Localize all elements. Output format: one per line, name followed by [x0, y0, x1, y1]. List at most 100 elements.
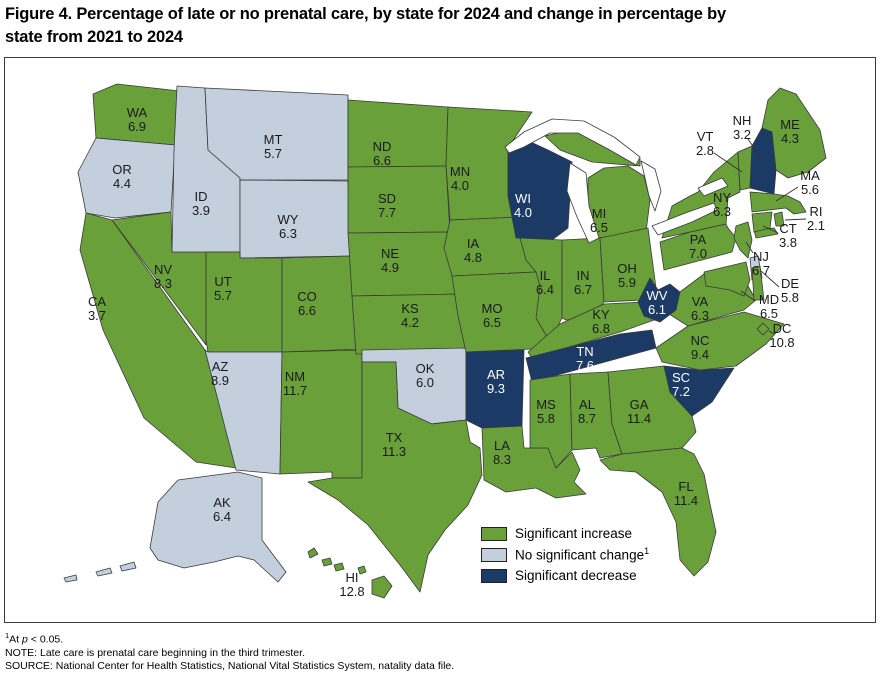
footnote-note: NOTE: Late care is prenatal care beginni… — [5, 646, 305, 659]
state-label-DC: DC 10.8 — [769, 321, 794, 350]
state-label-UT: UT 5.7 — [214, 274, 232, 303]
state-label-PA: PA 7.0 — [689, 232, 707, 261]
leader-line-MD — [740, 290, 756, 302]
legend-label-no_change: No significant change1 — [515, 546, 650, 563]
state-label-AR: AR 9.3 — [487, 367, 505, 396]
state-NE — [347, 231, 463, 297]
us-choropleth-map: WA 6.9 OR 4.4 CA 3.7 NV 8.3 ID 3.9 MT 5.7 WY 6.3 UT 5.7… — [63, 83, 827, 599]
state-label-WV: WV 6.1 — [647, 288, 668, 317]
leader-line-MA — [775, 186, 799, 202]
state-label-IL: IL 6.4 — [536, 268, 554, 297]
state-label-MD: MD 6.5 — [759, 292, 779, 321]
state-TX — [307, 361, 483, 593]
state-label-WY: WY 6.3 — [278, 212, 299, 241]
map-legend: Significant increase No significant chang… — [481, 523, 649, 586]
state-label-WI: WI 4.0 — [514, 191, 532, 220]
state-AK — [63, 471, 287, 583]
state-NC — [655, 311, 785, 371]
state-MA — [749, 191, 807, 215]
state-label-VA: VA 6.3 — [691, 294, 709, 323]
state-label-KS: KS 4.2 — [401, 301, 419, 330]
footnote-source: SOURCE: National Center for Health Stati… — [5, 659, 455, 672]
state-label-NV: NV 8.3 — [154, 262, 172, 291]
figure-title-line2: state from 2021 to 2024 — [5, 28, 183, 46]
state-label-TN: TN 7.6 — [576, 344, 594, 373]
state-label-WA: WA 6.9 — [127, 105, 148, 134]
state-label-NM: NM 11.7 — [283, 369, 307, 398]
state-WV — [637, 277, 681, 323]
legend-swatch-decrease — [481, 568, 507, 583]
state-ND — [347, 99, 449, 168]
state-label-RI: RI 2.1 — [807, 204, 825, 233]
state-CA — [79, 212, 237, 469]
state-ME — [761, 87, 827, 179]
state-label-ID: ID 3.9 — [192, 189, 210, 218]
state-TN — [525, 329, 657, 383]
legend-swatch-increase — [481, 526, 507, 541]
leader-line-DE — [760, 270, 780, 288]
state-label-NE: NE 4.9 — [381, 246, 399, 275]
state-shapes — [63, 83, 827, 599]
figure-title-line1: Figure 4. Percentage of late or no prena… — [5, 5, 726, 23]
state-label-NJ: NJ 6.7 — [752, 249, 770, 278]
state-NJ — [733, 221, 753, 259]
state-label-IN: IN 6.7 — [574, 268, 592, 297]
footnote-superscript: 1 — [5, 631, 10, 640]
legend-label-increase: Significant increase — [515, 526, 633, 541]
state-label-AK: AK 6.4 — [213, 495, 231, 524]
state-label-DE: DE 5.8 — [781, 276, 799, 305]
state-label-GA: GA 11.4 — [627, 397, 651, 426]
state-label-ND: ND 6.6 — [373, 139, 392, 168]
state-label-MT: MT 5.7 — [264, 132, 283, 161]
state-label-MO: MO 6.5 — [482, 301, 503, 330]
state-label-NH: NH 3.2 — [733, 113, 752, 142]
state-label-NC: NC 9.4 — [691, 333, 710, 362]
state-RI — [773, 211, 785, 227]
state-label-SD: SD 7.7 — [378, 191, 396, 220]
state-label-FL: FL 11.4 — [674, 479, 698, 508]
state-label-KY: KY 6.8 — [592, 307, 610, 336]
label-leader-lines — [713, 138, 807, 335]
leader-line-VT — [713, 152, 743, 173]
legend-label-decrease: Significant decrease — [515, 568, 637, 583]
state-NH — [749, 127, 777, 195]
state-label-OK: OK 6.0 — [416, 361, 435, 390]
legend-item-no_change: No significant change1 — [481, 544, 649, 565]
state-label-OH: OH 5.9 — [617, 261, 637, 290]
state-label-CA: CA 3.7 — [88, 294, 106, 323]
state-LA — [481, 425, 587, 499]
legend-swatch-no_change — [481, 547, 507, 562]
state-label-NY: NY 6.3 — [713, 190, 731, 219]
state-MD — [703, 261, 765, 301]
state-label-IA: IA 4.8 — [464, 236, 482, 265]
state-label-MN: MN 4.0 — [450, 164, 470, 193]
state-label-CO: CO 6.6 — [297, 289, 317, 318]
state-label-MI: MI 6.5 — [590, 206, 608, 235]
state-label-MS: MS 5.8 — [536, 397, 556, 426]
leader-line-DC — [768, 330, 775, 335]
state-CT — [751, 211, 773, 233]
state-label-OR: OR 4.4 — [112, 162, 132, 191]
state-label-VT: VT 2.8 — [696, 129, 714, 158]
state-label-CT: CT 3.8 — [779, 221, 797, 250]
state-labels: WA 6.9 OR 4.4 CA 3.7 NV 8.3 ID 3.9 MT 5.7 WY 6.3 UT 5.7… — [88, 105, 825, 599]
state-label-ME: ME 4.3 — [780, 117, 800, 146]
leader-line-RI — [784, 218, 807, 221]
state-label-AZ: AZ 8.9 — [211, 359, 229, 388]
map-panel: WA 6.9 OR 4.4 CA 3.7 NV 8.3 ID 3.9 MT 5.7 WY 6.3 UT 5.7… — [4, 57, 876, 623]
state-label-SC: SC 7.2 — [672, 370, 690, 399]
great-lakes — [504, 118, 729, 244]
leader-line-CT — [762, 225, 779, 234]
legend-item-decrease: Significant decrease — [481, 565, 649, 586]
state-label-MA: MA 5.6 — [800, 168, 820, 197]
leader-line-NJ — [745, 241, 754, 254]
state-SD — [347, 165, 451, 234]
legend-label-superscript: 1 — [644, 546, 650, 557]
state-label-AL: AL 8.7 — [578, 397, 596, 426]
state-WI — [507, 137, 573, 241]
state-label-TX: TX 11.3 — [382, 430, 406, 459]
state-FL — [599, 447, 717, 577]
figure-title: Figure 4. Percentage of late or no prena… — [5, 3, 870, 49]
state-label-HI: HI 12.8 — [339, 570, 364, 599]
